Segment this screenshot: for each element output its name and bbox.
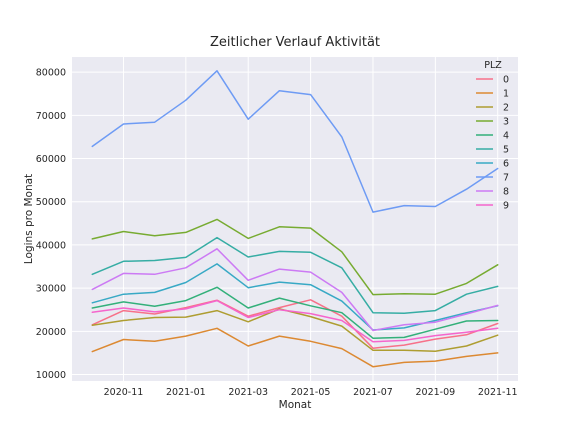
y-tick-label: 70000 (36, 111, 66, 122)
y-tick-label: 80000 (36, 68, 66, 79)
legend-entry: 6 (503, 159, 509, 170)
series-line-2 (91, 308, 499, 352)
legend-entry: 3 (503, 117, 509, 128)
y-tick-label: 60000 (36, 154, 66, 165)
chart-title: Zeitlicher Verlauf Aktivität (210, 35, 380, 50)
series-line-3 (91, 218, 499, 296)
legend-entry: 9 (503, 201, 509, 212)
legend: PLZ 0 1 2 3 4 5 6 7 8 9 (476, 60, 509, 212)
series-lines (91, 70, 499, 368)
y-axis-title: Logins pro Monat (23, 174, 35, 264)
series-line-1 (91, 327, 499, 368)
x-tick-label: 2021-07 (353, 387, 393, 398)
legend-entry: 0 (503, 75, 509, 86)
series-line-8 (91, 248, 499, 332)
plot-background (72, 57, 518, 381)
series-line-9 (91, 299, 499, 343)
tick-labels: 10000 20000 30000 40000 50000 60000 70000 80000… (36, 68, 518, 398)
legend-entry: 2 (503, 103, 509, 114)
legend-entry: 1 (503, 89, 509, 100)
x-tick-label: 2020-11 (104, 387, 144, 398)
y-tick-label: 20000 (36, 327, 66, 338)
legend-title: PLZ (484, 60, 502, 71)
series-line-4 (91, 286, 499, 339)
y-tick-label: 50000 (36, 197, 66, 208)
y-tick-label: 30000 (36, 284, 66, 295)
series-line-0 (91, 299, 499, 349)
series-line-5 (91, 236, 499, 314)
legend-entry: 5 (503, 145, 509, 156)
x-tick-label: 2021-05 (291, 387, 331, 398)
y-tick-label: 40000 (36, 240, 66, 251)
x-tick-label: 2021-11 (478, 387, 518, 398)
series-line-6 (91, 263, 499, 331)
x-tick-label: 2021-01 (166, 387, 206, 398)
series-line-7 (91, 70, 499, 213)
y-tick-label: 10000 (36, 370, 66, 381)
grid-lines (72, 57, 518, 381)
x-tick-label: 2021-09 (415, 387, 455, 398)
legend-entry: 7 (503, 173, 509, 184)
legend-entry: 8 (503, 187, 509, 198)
legend-entry: 4 (503, 131, 509, 142)
x-tick-label: 2021-03 (228, 387, 268, 398)
x-axis-title: Monat (279, 399, 312, 411)
